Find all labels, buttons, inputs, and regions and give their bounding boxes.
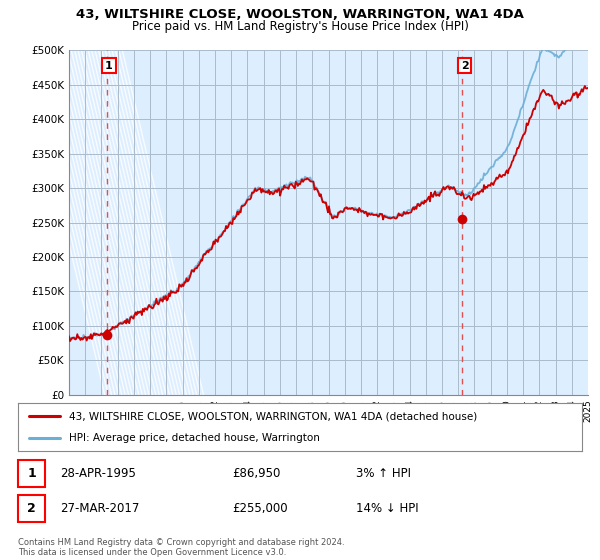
FancyBboxPatch shape — [18, 495, 45, 522]
Text: 43, WILTSHIRE CLOSE, WOOLSTON, WARRINGTON, WA1 4DA: 43, WILTSHIRE CLOSE, WOOLSTON, WARRINGTO… — [76, 8, 524, 21]
Text: 2: 2 — [27, 502, 36, 515]
Text: 27-MAR-2017: 27-MAR-2017 — [60, 502, 140, 515]
Text: 43, WILTSHIRE CLOSE, WOOLSTON, WARRINGTON, WA1 4DA (detached house): 43, WILTSHIRE CLOSE, WOOLSTON, WARRINGTO… — [69, 411, 477, 421]
Text: 2: 2 — [461, 60, 469, 71]
Text: £86,950: £86,950 — [232, 467, 281, 480]
Text: 3% ↑ HPI: 3% ↑ HPI — [356, 467, 412, 480]
Text: Contains HM Land Registry data © Crown copyright and database right 2024.
This d: Contains HM Land Registry data © Crown c… — [18, 538, 344, 557]
Text: 1: 1 — [27, 467, 36, 480]
Text: 28-APR-1995: 28-APR-1995 — [60, 467, 136, 480]
Text: 14% ↓ HPI: 14% ↓ HPI — [356, 502, 419, 515]
FancyBboxPatch shape — [18, 460, 45, 487]
Text: £255,000: £255,000 — [232, 502, 288, 515]
Text: HPI: Average price, detached house, Warrington: HPI: Average price, detached house, Warr… — [69, 433, 320, 443]
Text: 1: 1 — [105, 60, 113, 71]
Text: Price paid vs. HM Land Registry's House Price Index (HPI): Price paid vs. HM Land Registry's House … — [131, 20, 469, 32]
